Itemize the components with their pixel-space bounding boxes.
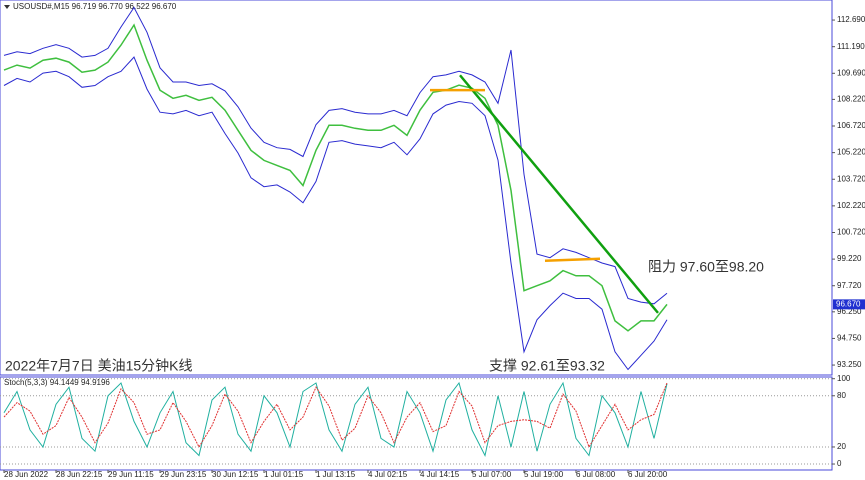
y-tick-label: 108.220 [837, 94, 865, 103]
series-line [3, 382, 668, 449]
x-tick-label: 30 Jun 12:15 [212, 470, 259, 479]
y-tick-label: 100 [837, 374, 851, 383]
series-line [3, 56, 668, 371]
stoch-frame [0, 376, 833, 471]
caption: 2022年7月7日 美油15分钟K线 [5, 358, 193, 374]
trend-line [544, 257, 601, 262]
x-tick-label: 1 Jul 13:15 [316, 470, 356, 479]
x-tick-label: 6 Jul 20:00 [628, 470, 668, 479]
y-tick-label: 103.720 [837, 174, 865, 183]
y-tick-label: 80 [837, 391, 846, 400]
y-tick-label: 100.720 [837, 228, 865, 237]
header: USOUSD#,M15 96.719 96.770 96.522 96.670 [13, 2, 177, 11]
y-tick-label: 20 [837, 442, 846, 451]
x-tick-label: 4 Jul 02:15 [368, 470, 408, 479]
x-tick-label: 4 Jul 14:15 [420, 470, 460, 479]
y-tick-label: 94.750 [837, 334, 862, 343]
y-tick-label: 93.250 [837, 360, 862, 369]
last-price-tag [833, 299, 865, 310]
series-line [3, 6, 668, 305]
annotation: 支撑 92.61至93.32 [489, 358, 605, 374]
header-icon [4, 5, 10, 9]
y-tick-label: 111.190 [837, 42, 865, 51]
x-tick-label: 5 Jul 19:00 [524, 470, 564, 479]
series-line [3, 23, 668, 332]
y-tick-label: 105.220 [837, 148, 865, 157]
x-tick-label: 29 Jun 11:15 [108, 470, 154, 479]
x-tick-label: 28 Jun 22:15 [56, 470, 103, 479]
x-tick-label: 29 Jun 23:15 [160, 470, 207, 479]
y-tick-label: 112.690 [837, 15, 865, 24]
y-tick-label: 106.720 [837, 121, 865, 130]
annotation: 阻力 97.60至98.20 [648, 259, 764, 275]
trend-line [459, 74, 659, 314]
x-tick-label: 5 Jul 07:00 [472, 470, 512, 479]
y-tick-label: 109.690 [837, 68, 865, 77]
main-frame [0, 0, 833, 376]
y-tick-label: 102.220 [837, 201, 865, 210]
y-tick-label: 99.220 [837, 254, 862, 263]
y-tick-label: 97.720 [837, 281, 862, 290]
series-line [3, 381, 668, 457]
y-tick-label: 96.250 [837, 307, 862, 316]
stoch-title: Stoch(5,3,3) 94.1449 94.9196 [4, 378, 110, 387]
x-tick-label: 28 Jun 2022 [4, 470, 49, 479]
x-tick-label: 1 Jul 01:15 [264, 470, 304, 479]
y-tick-label: 0 [837, 459, 842, 468]
x-tick-label: 6 Jul 08:00 [576, 470, 616, 479]
last-price-label: 96.670 [836, 299, 861, 308]
